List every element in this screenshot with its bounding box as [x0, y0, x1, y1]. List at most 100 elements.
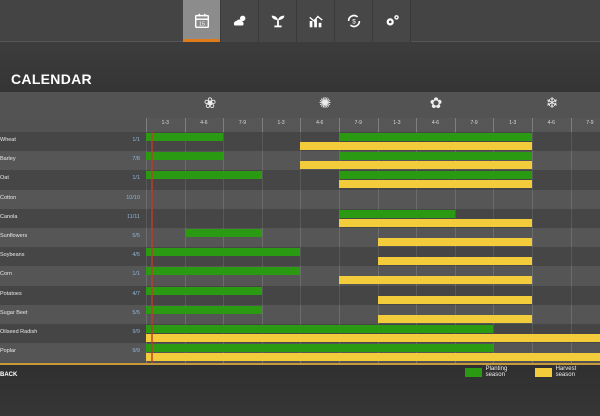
planting-season-bar [339, 152, 532, 161]
planting-season-bar [146, 324, 494, 333]
planting-season-bar [146, 305, 262, 314]
crop-row[interactable]: Barley 7/8 [0, 151, 600, 171]
weather-icon [233, 15, 245, 26]
gears-icon [386, 15, 399, 26]
chart-icon [308, 15, 323, 28]
sprout-icon [271, 15, 284, 28]
season-header: ❀ ✺ ✿ ❄ [146, 92, 600, 118]
month-header: 1-3 4-6 7-9 1-3 4-6 7-9 1-3 4-6 7-9 1-3 4-6 7-9 [146, 118, 600, 132]
crop-row[interactable]: Sunflowers 5/5 [0, 227, 600, 248]
crop-row[interactable]: Cotton 10/10 [0, 189, 600, 209]
crop-row[interactable]: Soybeans 4/5 [0, 247, 600, 267]
harvest-season-bar [377, 295, 532, 304]
grid-line [532, 118, 533, 364]
grid-line [570, 118, 572, 364]
crop-growth-stage: 11/11 [127, 213, 140, 220]
legend: Planting season Harvest season [465, 366, 600, 378]
season-spring-icon: ❀ [203, 95, 217, 112]
crop-row[interactable]: Sugar Beet 5/5 [0, 304, 600, 324]
crop-row[interactable]: Poplar 9/9 [0, 343, 600, 363]
planting-season-bar [339, 171, 532, 180]
calendar-icon: 15 [194, 13, 209, 29]
planting-season-bar [339, 133, 532, 141]
month-label: 4-6 [431, 120, 440, 126]
grid-line [300, 118, 302, 364]
crop-name: Poplar [0, 348, 16, 355]
crop-growth-stage: 5/5 [132, 232, 140, 239]
harvest-swatch [534, 367, 552, 377]
crop-growth-stage: 9/9 [132, 348, 140, 355]
harvest-season-bar [377, 237, 532, 246]
crop-row[interactable]: Potatoes 4/7 [0, 285, 600, 305]
month-label: 1-3 [393, 120, 401, 126]
month-label: 4-6 [547, 120, 555, 126]
tab-crops[interactable] [259, 0, 297, 42]
tab-calendar[interactable]: 15 [183, 0, 221, 42]
planting-season-bar [146, 286, 262, 295]
harvest-season-bar [300, 161, 532, 170]
planting-season-bar [146, 171, 262, 180]
grid-line [146, 118, 147, 364]
harvest-season-bar [377, 314, 532, 323]
grid-line [261, 118, 263, 364]
crop-rows: Wheat 1/1 Barley 7/8 Oat 1/1 Cotton 10/10 Canola… [0, 132, 600, 363]
crop-name: Barley [0, 156, 16, 163]
month-label: 4-6 [316, 120, 324, 126]
harvest-season-bar [339, 218, 532, 227]
tab-weather[interactable] [221, 0, 259, 42]
crop-growth-stage: 1/1 [132, 137, 140, 143]
crop-name: Cotton [0, 194, 17, 201]
planting-swatch [465, 367, 482, 377]
crop-growth-stage: 4/5 [132, 252, 140, 259]
month-label: 7-9 [470, 120, 478, 126]
crop-row[interactable]: Wheat 1/1 [0, 132, 600, 152]
cycle-icon: $ [347, 14, 360, 28]
planting-season-bar [146, 133, 224, 141]
planting-season-bar [146, 344, 494, 353]
tab-economy[interactable]: $ [335, 0, 373, 42]
tab-statistics[interactable] [297, 0, 335, 42]
tab-settings[interactable] [373, 0, 411, 42]
crop-growth-stage: 4/7 [132, 290, 140, 297]
crop-growth-stage: 1/1 [132, 271, 140, 278]
legend-planting: Planting season [465, 366, 525, 378]
harvest-season-bar [300, 142, 532, 150]
current-date-marker [151, 132, 153, 363]
top-menu-bar: 15 $ [0, 0, 600, 42]
crop-row[interactable]: Corn 1/1 [0, 266, 600, 286]
crop-name: Wheat [0, 137, 16, 143]
legend-harvest: Harvest season [534, 366, 594, 378]
grid-line [223, 118, 225, 364]
grid-line [184, 118, 186, 364]
crop-row[interactable]: Oilseed Radish 9/9 [0, 323, 600, 344]
season-summer-icon: ✺ [318, 95, 332, 112]
crop-row[interactable]: Canola 11/11 [0, 208, 600, 228]
footer-divider [0, 363, 600, 365]
crop-growth-stage: 10/10 [126, 194, 140, 201]
grid-line [339, 118, 340, 364]
planting-season-bar [339, 209, 455, 218]
back-button[interactable]: BACK [0, 372, 18, 378]
month-label: 7-9 [354, 120, 362, 126]
month-label: 7-9 [586, 120, 594, 126]
menu-tabs: 15 $ [183, 0, 411, 42]
crop-name: Potatoes [0, 290, 22, 297]
crop-growth-stage: 9/9 [132, 328, 140, 335]
crop-growth-stage: 5/5 [132, 309, 140, 316]
planting-season-bar [146, 152, 224, 161]
crop-name: Sugar Beet [0, 309, 28, 316]
harvest-season-bar [377, 257, 532, 266]
crop-name: Soybeans [0, 252, 25, 259]
month-label: 1-3 [277, 120, 285, 126]
month-label: 4-6 [200, 120, 208, 126]
planting-season-bar [146, 248, 301, 257]
crop-row[interactable]: Oat 1/1 [0, 170, 600, 190]
planting-season-bar [146, 267, 301, 276]
page-title: CALENDAR [11, 71, 92, 87]
season-winter-icon: ❄ [545, 95, 559, 112]
crop-name: Sunflowers [0, 232, 28, 239]
season-autumn-icon: ✿ [429, 95, 443, 112]
crop-growth-stage: 7/8 [132, 156, 140, 163]
legend-harvest-label: Harvest season [555, 366, 577, 378]
month-label: 1-3 [161, 120, 169, 126]
